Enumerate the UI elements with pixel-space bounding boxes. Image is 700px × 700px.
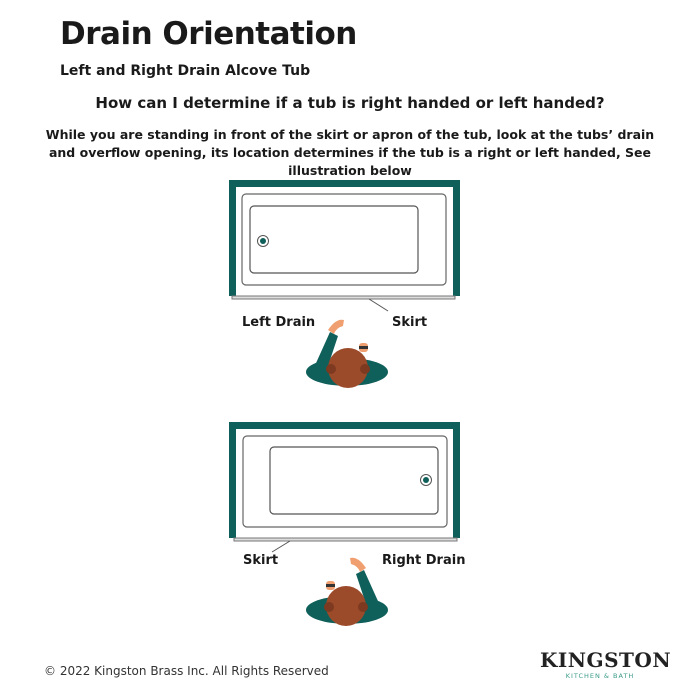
logo-sub-text: KITCHEN & BATH (565, 672, 635, 680)
page-subtitle: Left and Right Drain Alcove Tub (60, 63, 311, 79)
drain-icon (257, 235, 269, 247)
question-heading: How can I determine if a tub is right ha… (95, 94, 605, 112)
logo-main-text: KINGSTON (540, 648, 672, 672)
skirt-label-top: Skirt (392, 315, 428, 330)
drain-icon (420, 474, 432, 486)
kingston-logo: KINGSTON KITCHEN & BATH (540, 648, 672, 680)
right-drain-label: Right Drain (382, 553, 466, 568)
person-icon (306, 557, 388, 626)
answer-text: While you are standing in front of the s… (45, 127, 655, 178)
skirt-label-bottom: Skirt (243, 553, 279, 568)
left-drain-tub-illustration (229, 180, 460, 388)
copyright-text: © 2022 Kingston Brass Inc. All Rights Re… (44, 664, 329, 678)
person-icon (306, 319, 388, 388)
page-title: Drain Orientation (60, 16, 357, 52)
right-drain-tub-illustration (229, 422, 460, 626)
left-drain-label: Left Drain (242, 315, 316, 330)
